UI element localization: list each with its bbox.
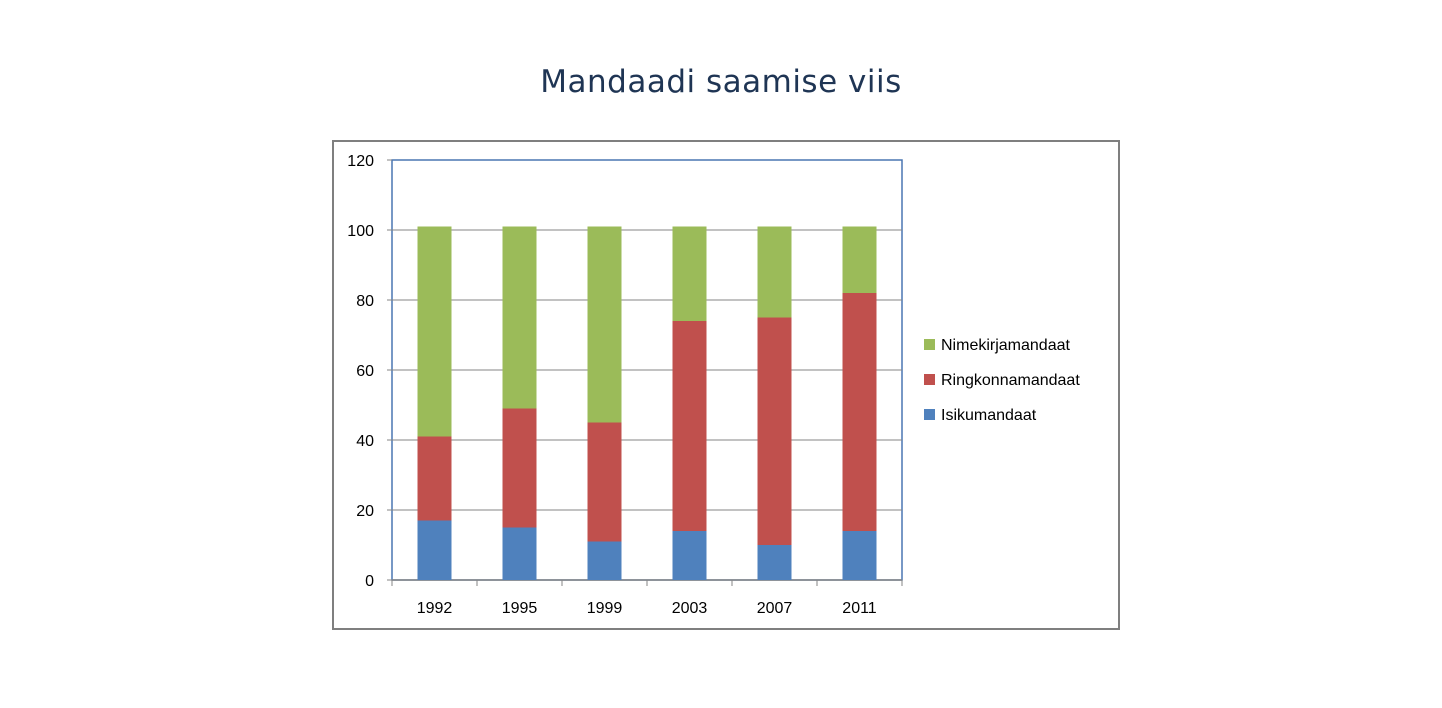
legend-label-ringkonnamandaat: Ringkonnamandaat xyxy=(941,372,1080,389)
bar-ringkonnamandaat-1995[interactable] xyxy=(502,408,537,528)
chart-frame: 0 20 40 60 80 100 120 1992 1995 1999 2003 2007 2011 N… xyxy=(332,140,1120,630)
bar-ringkonnamandaat-2003[interactable] xyxy=(672,321,707,531)
chart-title: Mandaadi saamise viis xyxy=(540,64,902,100)
x-tick-label: 1995 xyxy=(502,600,538,617)
x-tick-label: 1999 xyxy=(587,600,623,617)
bar-ringkonnamandaat-1999[interactable] xyxy=(587,422,622,542)
bar-ringkonnamandaat-1992[interactable] xyxy=(417,436,452,521)
y-tick-label: 120 xyxy=(347,153,374,170)
legend-swatch-nimekirjamandaat xyxy=(924,339,935,350)
y-tick-label: 40 xyxy=(356,433,374,450)
bar-isikumandaat-1999[interactable] xyxy=(587,541,622,581)
x-tick-label: 2003 xyxy=(672,600,708,617)
bar-nimekirjamandaat-1992[interactable] xyxy=(417,226,452,437)
y-tick-label: 20 xyxy=(356,503,374,520)
bar-nimekirjamandaat-2003[interactable] xyxy=(672,226,707,322)
bar-nimekirjamandaat-1999[interactable] xyxy=(587,226,622,423)
stacked-bar-chart: 0 20 40 60 80 100 120 1992 1995 1999 2003 2007 2011 N… xyxy=(347,153,1080,617)
legend-swatch-ringkonnamandaat xyxy=(924,374,935,385)
bar-isikumandaat-1992[interactable] xyxy=(417,520,452,581)
bar-nimekirjamandaat-2007[interactable] xyxy=(757,226,792,318)
legend-label-nimekirjamandaat: Nimekirjamandaat xyxy=(941,337,1070,354)
bar-isikumandaat-2007[interactable] xyxy=(757,545,792,580)
bar-isikumandaat-1995[interactable] xyxy=(502,527,537,581)
bar-isikumandaat-2003[interactable] xyxy=(672,531,707,580)
y-tick-label: 0 xyxy=(365,573,374,590)
x-tick-label: 2011 xyxy=(842,600,877,617)
bar-nimekirjamandaat-1995[interactable] xyxy=(502,226,537,409)
y-tick-label: 80 xyxy=(356,293,374,310)
x-tick-label: 1992 xyxy=(417,600,453,617)
y-tick-label: 100 xyxy=(347,223,374,240)
bar-nimekirjamandaat-2011[interactable] xyxy=(842,226,877,294)
legend-swatch-isikumandaat xyxy=(924,409,935,420)
bar-ringkonnamandaat-2011[interactable] xyxy=(842,293,877,531)
bar-isikumandaat-2011[interactable] xyxy=(842,531,877,580)
bar-ringkonnamandaat-2007[interactable] xyxy=(757,317,792,546)
legend-label-isikumandaat: Isikumandaat xyxy=(941,407,1037,424)
y-tick-label: 60 xyxy=(356,363,374,380)
x-tick-label: 2007 xyxy=(757,600,793,617)
